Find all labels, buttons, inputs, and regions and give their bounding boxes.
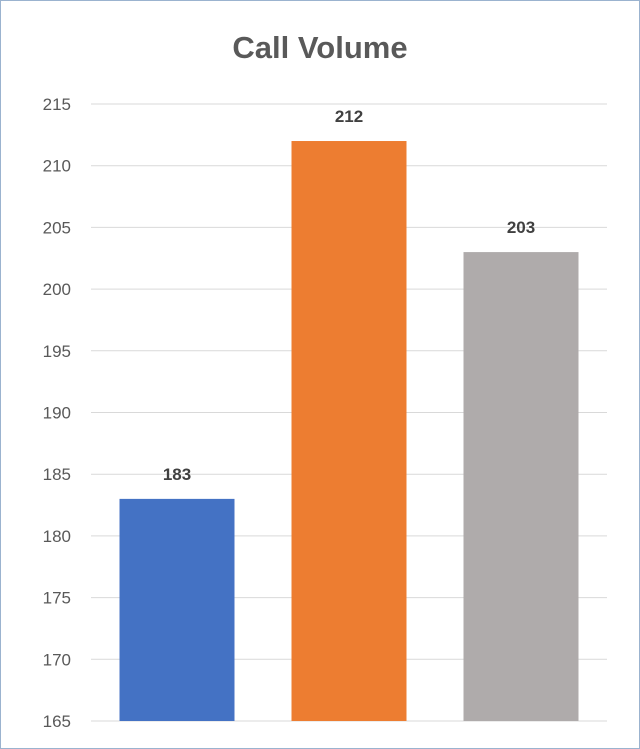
y-tick-label: 165 — [43, 712, 71, 731]
y-tick-label: 175 — [43, 589, 71, 608]
bars — [119, 141, 579, 721]
bar — [463, 252, 579, 721]
y-tick-label: 205 — [43, 218, 71, 237]
y-tick-label: 185 — [43, 465, 71, 484]
y-tick-label: 215 — [43, 95, 71, 114]
bar-value-label: 203 — [507, 218, 535, 237]
y-tick-label: 170 — [43, 650, 71, 669]
bar — [119, 498, 235, 721]
y-tick-label: 190 — [43, 404, 71, 423]
chart-title: Call Volume — [232, 30, 408, 65]
data-labels: 183 212 203 — [163, 107, 535, 484]
y-axis-ticks: 165 170 175 180 185 190 195 200 205 210 215 — [43, 95, 71, 731]
bar — [291, 141, 407, 721]
y-tick-label: 180 — [43, 527, 71, 546]
y-tick-label: 200 — [43, 280, 71, 299]
bar-value-label: 212 — [335, 107, 363, 126]
y-tick-label: 210 — [43, 157, 71, 176]
y-tick-label: 195 — [43, 342, 71, 361]
bar-value-label: 183 — [163, 465, 191, 484]
